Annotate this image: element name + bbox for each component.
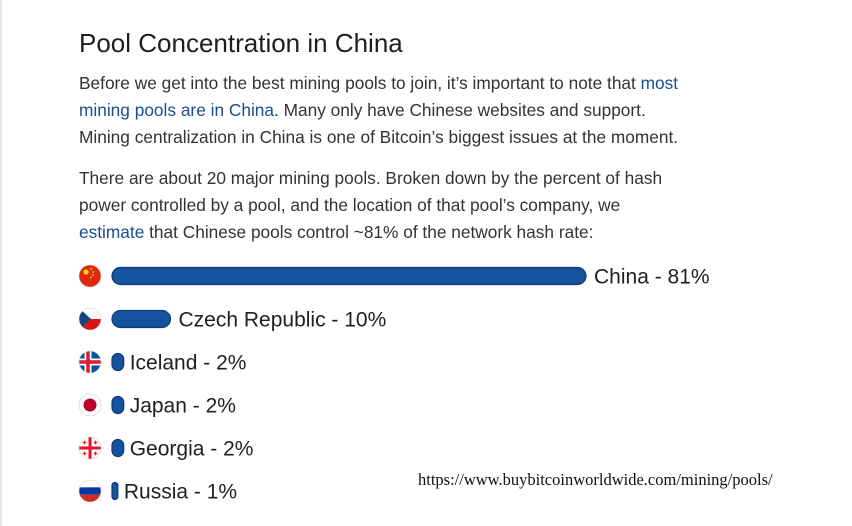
estimate-paragraph: There are about 20 major mining pools. B…	[79, 165, 662, 246]
most-mining-pools-link[interactable]: most mining pools are in China	[79, 73, 679, 120]
estimate-text: There are about 20 major mining pools. B…	[79, 168, 663, 188]
bar-georgia	[111, 438, 125, 458]
bar-czech-republic	[111, 309, 172, 329]
bar-row-japan: Japan - 2%	[78, 393, 236, 418]
bar-row-iceland: Iceland - 2%	[78, 350, 247, 375]
georgia-flag-icon	[78, 436, 102, 460]
bar-row-czech-republic: Czech Republic - 10%	[78, 307, 387, 332]
bar-label-czech-republic: Czech Republic - 10%	[179, 309, 387, 332]
bar-label-georgia: Georgia - 2%	[130, 438, 254, 461]
czech-flag-icon	[78, 307, 102, 331]
intro-text: Mining centralization in China is one of…	[79, 127, 679, 147]
estimate-text: that Chinese pools control ~81% of the n…	[144, 222, 594, 242]
bar-row-china: China - 81%	[78, 264, 710, 289]
china-flag-icon	[78, 264, 102, 288]
japan-flag-icon	[78, 393, 102, 417]
bar-label-russia: Russia - 1%	[124, 481, 237, 504]
left-rule	[0, 0, 2, 526]
estimate-text: power controlled by a pool, and the loca…	[79, 195, 621, 215]
source-url: https://www.buybitcoinworldwide.com/mini…	[418, 470, 773, 489]
bar-label-iceland: Iceland - 2%	[130, 352, 247, 375]
hash-rate-chart-svg: China - 81% Czech Republic - 10% Iceland -…	[78, 264, 710, 504]
estimate-link[interactable]: estimate	[79, 222, 145, 242]
intro-paragraph: Before we get into the best mining pools…	[79, 70, 678, 151]
bar-label-china: China - 81%	[594, 266, 710, 289]
bar-japan	[111, 395, 125, 415]
bar-label-japan: Japan - 2%	[130, 395, 236, 418]
hash-rate-bar-chart: China - 81% Czech Republic - 10% Iceland -…	[70, 254, 770, 514]
russia-flag-icon	[78, 479, 102, 503]
intro-text: . Many only have Chinese websites and su…	[274, 100, 646, 120]
bar-russia	[111, 481, 119, 501]
bar-row-russia: Russia - 1%	[78, 479, 237, 504]
bar-row-georgia: Georgia - 2%	[78, 436, 254, 461]
page-title: Pool Concentration in China	[79, 28, 403, 58]
iceland-flag-icon	[78, 350, 102, 374]
intro-text: Before we get into the best mining pools…	[79, 73, 641, 93]
bar-iceland	[111, 352, 125, 372]
bar-china	[111, 266, 587, 286]
